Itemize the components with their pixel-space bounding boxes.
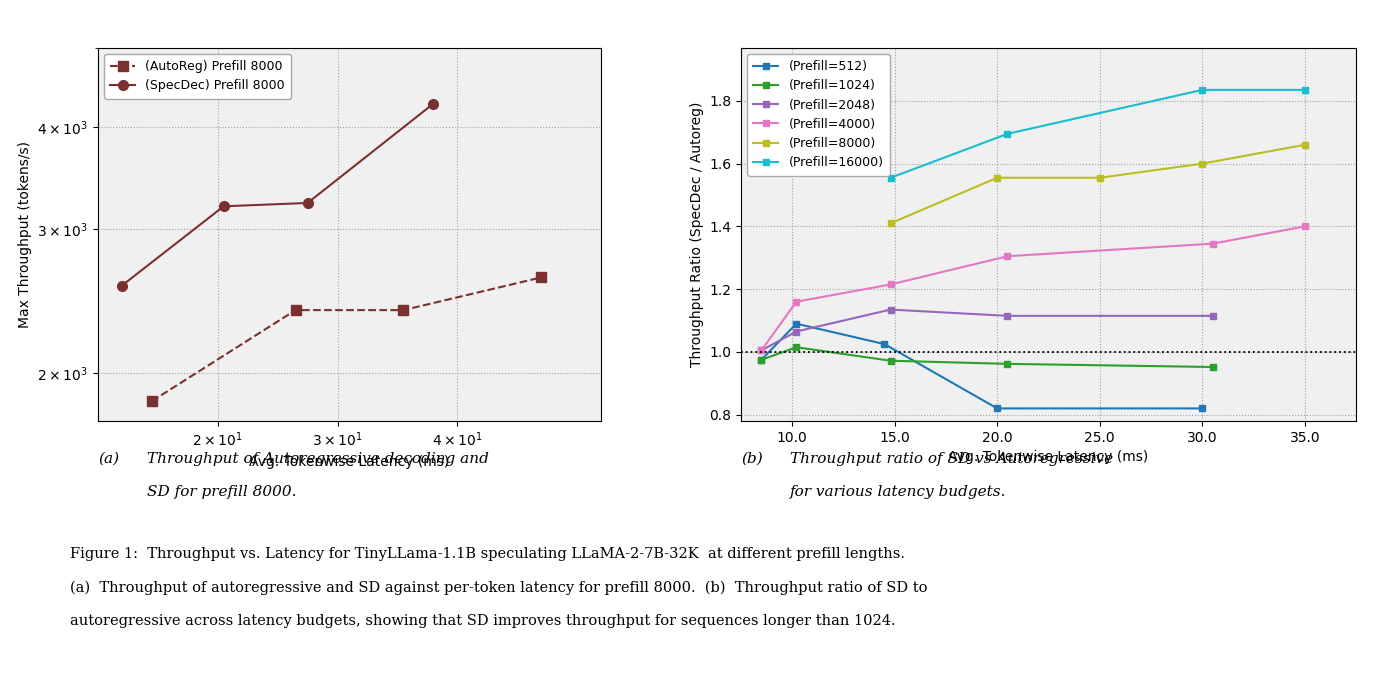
Text: (b): (b) bbox=[741, 452, 763, 466]
(Prefill=1024) bbox=[882, 356, 899, 365]
(Prefill=8000) bbox=[1194, 160, 1211, 168]
Line: (Prefill=8000): (Prefill=8000) bbox=[888, 141, 1309, 227]
Text: for various latency budgets.: for various latency budgets. bbox=[790, 485, 1007, 500]
(Prefill=4000) bbox=[754, 346, 770, 354]
(Prefill=4000) bbox=[1204, 240, 1220, 248]
(Prefill=1024) bbox=[1204, 363, 1220, 371]
(Prefill=1024) bbox=[754, 356, 770, 364]
(Prefill=8000) bbox=[882, 219, 899, 227]
Line: (Prefill=512): (Prefill=512) bbox=[758, 320, 1205, 412]
(Prefill=4000) bbox=[882, 280, 899, 289]
(AutoReg) Prefill 8000 bbox=[396, 306, 412, 314]
Text: Throughput ratio of SD vs Autoregressive: Throughput ratio of SD vs Autoregressive bbox=[790, 452, 1113, 466]
(Prefill=2048) bbox=[788, 327, 805, 335]
(SpecDec) Prefill 8000 bbox=[299, 199, 316, 207]
X-axis label: Avg. Tokenwise Latency (ms): Avg. Tokenwise Latency (ms) bbox=[948, 450, 1149, 464]
(SpecDec) Prefill 8000 bbox=[113, 282, 130, 290]
Y-axis label: Throughput Ratio (SpecDec / Autoreg): Throughput Ratio (SpecDec / Autoreg) bbox=[689, 102, 703, 367]
Legend: (AutoReg) Prefill 8000, (SpecDec) Prefill 8000: (AutoReg) Prefill 8000, (SpecDec) Prefil… bbox=[103, 54, 291, 98]
(Prefill=512) bbox=[988, 405, 1005, 413]
Text: (a)  Throughput of autoregressive and SD against per-token latency for prefill 8: (a) Throughput of autoregressive and SD … bbox=[70, 581, 927, 595]
(AutoReg) Prefill 8000 bbox=[533, 274, 549, 282]
(Prefill=512) bbox=[754, 356, 770, 364]
Text: (a): (a) bbox=[98, 452, 119, 466]
Text: Throughput of Autoregressive decoding and: Throughput of Autoregressive decoding an… bbox=[147, 452, 489, 466]
Line: (SpecDec) Prefill 8000: (SpecDec) Prefill 8000 bbox=[117, 99, 438, 291]
(Prefill=8000) bbox=[988, 174, 1005, 182]
(Prefill=16000) bbox=[1296, 86, 1313, 94]
Text: autoregressive across latency budgets, showing that SD improves throughput for s: autoregressive across latency budgets, s… bbox=[70, 614, 896, 629]
(Prefill=512) bbox=[788, 320, 805, 328]
Legend: (Prefill=512), (Prefill=1024), (Prefill=2048), (Prefill=4000), (Prefill=8000), (: (Prefill=512), (Prefill=1024), (Prefill=… bbox=[747, 54, 889, 176]
(Prefill=2048) bbox=[1000, 312, 1016, 320]
Text: SD for prefill 8000.: SD for prefill 8000. bbox=[147, 485, 296, 500]
Line: (Prefill=16000): (Prefill=16000) bbox=[888, 86, 1309, 181]
(Prefill=512) bbox=[1194, 405, 1211, 413]
Line: (Prefill=1024): (Prefill=1024) bbox=[758, 344, 1216, 371]
(SpecDec) Prefill 8000 bbox=[425, 100, 442, 108]
(SpecDec) Prefill 8000 bbox=[215, 202, 232, 210]
(Prefill=1024) bbox=[1000, 360, 1016, 368]
(Prefill=4000) bbox=[788, 297, 805, 306]
Line: (Prefill=4000): (Prefill=4000) bbox=[758, 223, 1309, 354]
Text: Figure 1:  Throughput vs. Latency for TinyLLama-1.1B speculating LLaMA-2-7B-32K : Figure 1: Throughput vs. Latency for Tin… bbox=[70, 547, 905, 561]
(Prefill=1024) bbox=[788, 343, 805, 351]
(Prefill=16000) bbox=[882, 174, 899, 182]
Y-axis label: Max Throughput (tokens/s): Max Throughput (tokens/s) bbox=[18, 141, 32, 328]
(Prefill=512) bbox=[877, 340, 893, 348]
Line: (AutoReg) Prefill 8000: (AutoReg) Prefill 8000 bbox=[147, 272, 547, 406]
(Prefill=2048) bbox=[1204, 312, 1220, 320]
(AutoReg) Prefill 8000 bbox=[287, 306, 303, 314]
(Prefill=8000) bbox=[1092, 174, 1109, 182]
(Prefill=16000) bbox=[1000, 130, 1016, 138]
(Prefill=8000) bbox=[1296, 141, 1313, 149]
(Prefill=16000) bbox=[1194, 86, 1211, 94]
Line: (Prefill=2048): (Prefill=2048) bbox=[758, 306, 1216, 354]
X-axis label: Avg. Tokenwise Latency (ms): Avg. Tokenwise Latency (ms) bbox=[249, 455, 450, 469]
(Prefill=2048) bbox=[882, 306, 899, 314]
(Prefill=4000) bbox=[1000, 252, 1016, 260]
(Prefill=4000) bbox=[1296, 222, 1313, 230]
(Prefill=2048) bbox=[754, 346, 770, 354]
(AutoReg) Prefill 8000 bbox=[144, 397, 161, 405]
